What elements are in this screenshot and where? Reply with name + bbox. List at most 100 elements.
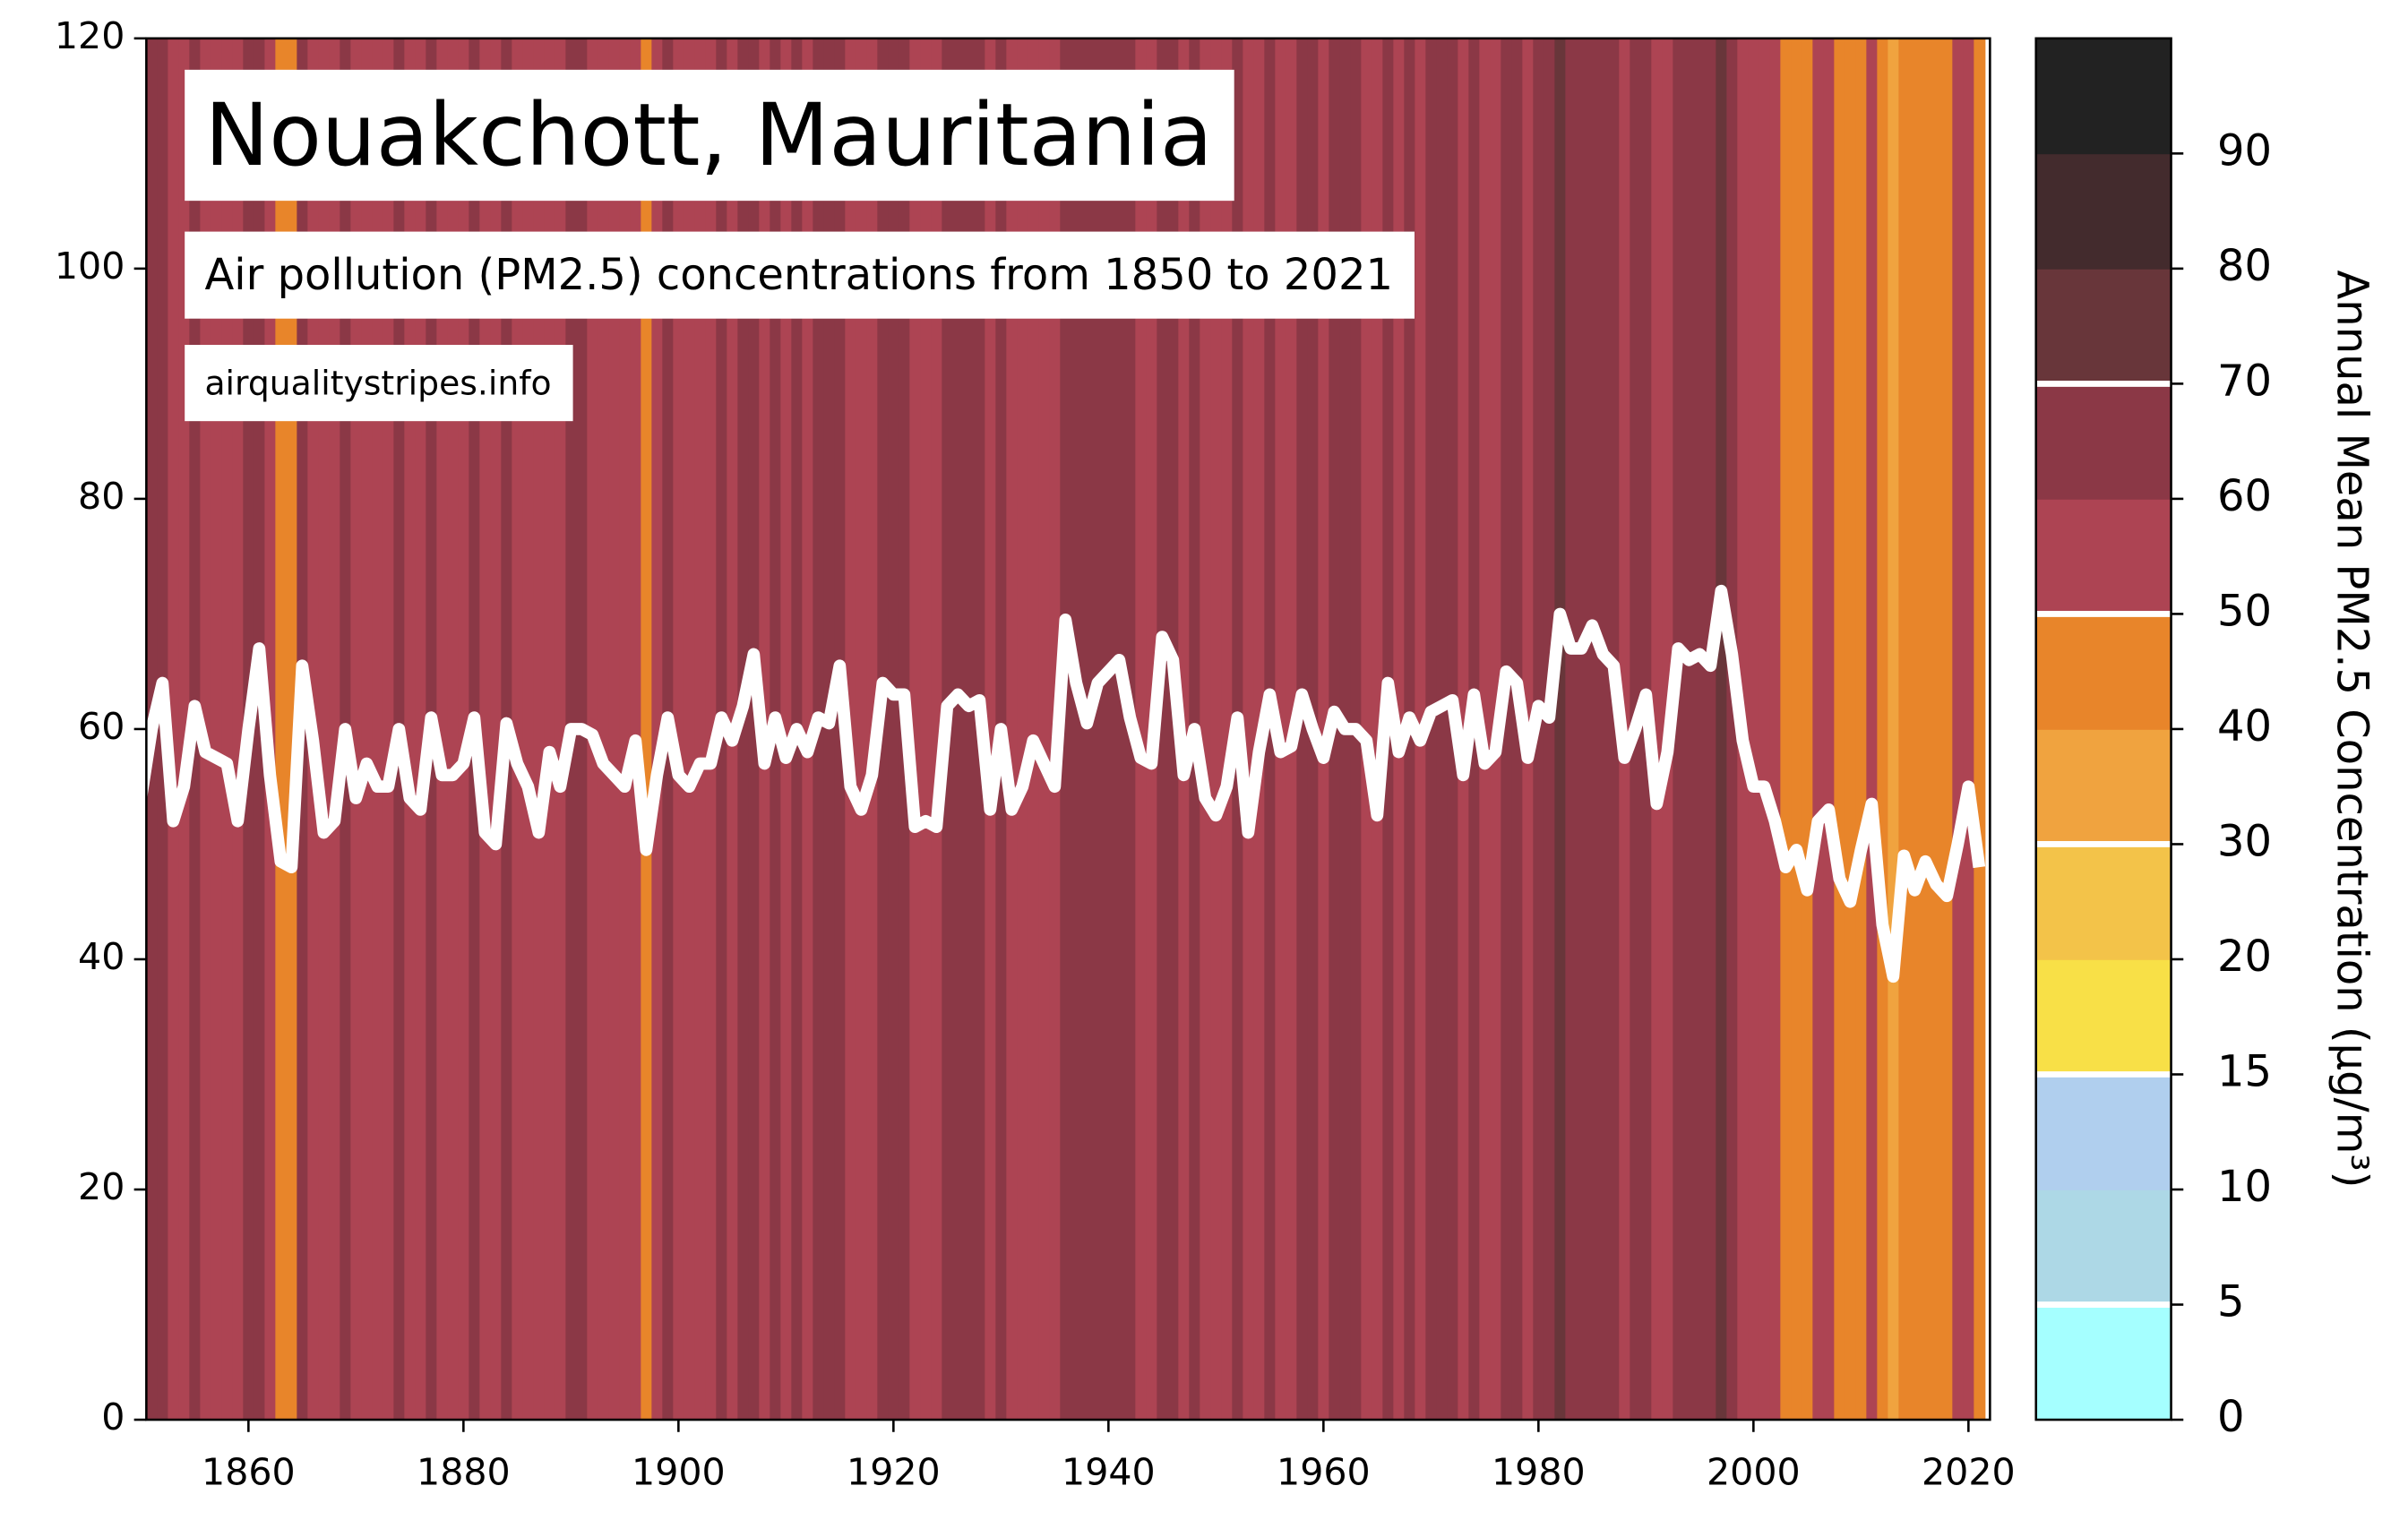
stripe (1425, 38, 1438, 1421)
stripe (1114, 38, 1126, 1421)
line-layer (146, 584, 1986, 983)
stripe (630, 38, 642, 1421)
y-tick-label: 100 (55, 245, 125, 288)
stripe (1135, 38, 1148, 1421)
stripe (168, 38, 180, 1421)
stripe (1909, 38, 1922, 1421)
stripe (1608, 38, 1621, 1421)
colorbar-tick-label: 20 (2217, 932, 2272, 982)
y-tick-label: 40 (78, 935, 125, 978)
y-tick-label: 80 (78, 475, 125, 518)
stripe (1296, 38, 1309, 1421)
stripe (1060, 38, 1072, 1421)
stripe (641, 38, 653, 1421)
x-tick-label: 1920 (847, 1451, 941, 1494)
stripe (1243, 38, 1255, 1421)
stripe (1210, 38, 1223, 1421)
stripe (909, 38, 922, 1421)
stripe (1952, 38, 1965, 1421)
x-tick-label: 1860 (202, 1451, 296, 1494)
colorbar-label: Annual Mean PM2.5 Concentration (µg/m³) (2326, 270, 2377, 1188)
y-tick-label: 60 (78, 705, 125, 748)
colorbar-tick-label: 50 (2217, 586, 2272, 636)
stripe (1157, 38, 1169, 1421)
stripe (1898, 38, 1911, 1421)
colorbar-tick-label: 60 (2217, 471, 2272, 521)
stripe (1716, 38, 1728, 1421)
stripe (920, 38, 933, 1421)
chart-subtitle: Air pollution (PM2.5) concentrations fro… (204, 250, 1393, 300)
source-box (185, 345, 573, 422)
stripe (1092, 38, 1105, 1421)
stripe (1974, 38, 1986, 1421)
y-tick-label: 120 (55, 14, 125, 57)
stripe (1006, 38, 1019, 1421)
stripe (1748, 38, 1760, 1421)
stripe (1038, 38, 1051, 1421)
x-tick-label: 1880 (417, 1451, 511, 1494)
stripe (856, 38, 868, 1421)
plot-frame (145, 37, 1991, 1421)
stripe (952, 38, 965, 1421)
stripe (1544, 38, 1556, 1421)
colorbar-bin (2035, 728, 2172, 846)
stripe (619, 38, 632, 1421)
stripe (1802, 38, 1814, 1421)
stripe (684, 38, 696, 1421)
stripe (888, 38, 900, 1421)
stripe (1823, 38, 1836, 1421)
stripe (1920, 38, 1932, 1421)
stripe (1587, 38, 1599, 1421)
stripe (608, 38, 621, 1421)
stripe (1877, 38, 1889, 1421)
stripe (1597, 38, 1610, 1421)
stripe (705, 38, 718, 1421)
stripe (1071, 38, 1083, 1421)
colorbar-tick-label: 0 (2217, 1392, 2245, 1442)
colorbar-bin (2035, 383, 2172, 500)
stripe (1576, 38, 1588, 1421)
colorbar-tick-label: 30 (2217, 816, 2272, 866)
stripe (1705, 38, 1717, 1421)
colorbar-bin (2035, 498, 2172, 615)
stripe (802, 38, 814, 1421)
stripe (1759, 38, 1771, 1421)
stripe (1683, 38, 1696, 1421)
stripe (963, 38, 976, 1421)
stripe (1726, 38, 1739, 1421)
stripe (1834, 38, 1846, 1421)
colorbar-bin (2035, 1074, 2172, 1190)
stripe (1372, 38, 1384, 1421)
stripe (1221, 38, 1234, 1421)
x-tick-label: 1900 (632, 1451, 726, 1494)
chart-title: Nouakchott, Mauritania (204, 85, 1212, 185)
y-tick-label: 0 (101, 1395, 125, 1438)
colorbar-bin (2035, 38, 2172, 155)
colorbar-bin (2035, 1304, 2172, 1421)
colorbar-tick-label: 70 (2217, 356, 2272, 406)
stripe (1651, 38, 1664, 1421)
stripe (1103, 38, 1115, 1421)
stripe (748, 38, 761, 1421)
colorbar-tick-label: 90 (2217, 125, 2272, 176)
x-tick-label: 2020 (1922, 1451, 2016, 1494)
stripe (931, 38, 943, 1421)
colorbar-bin (2035, 844, 2172, 960)
x-tick-label: 2000 (1707, 1451, 1801, 1494)
colorbar-tick-label: 10 (2217, 1162, 2272, 1212)
stripe (1361, 38, 1373, 1421)
x-tick-label: 1960 (1277, 1451, 1371, 1494)
stripe (1866, 38, 1879, 1421)
stripe (651, 38, 664, 1421)
colorbar-bin (2035, 958, 2172, 1076)
stripe (1780, 38, 1793, 1421)
stripe (1963, 38, 1975, 1421)
stripe (737, 38, 750, 1421)
stripe (694, 38, 707, 1421)
y-tick-label: 20 (78, 1165, 125, 1208)
colorbar-tick-label: 40 (2217, 701, 2272, 751)
stripe (1028, 38, 1040, 1421)
stripe (1812, 38, 1825, 1421)
